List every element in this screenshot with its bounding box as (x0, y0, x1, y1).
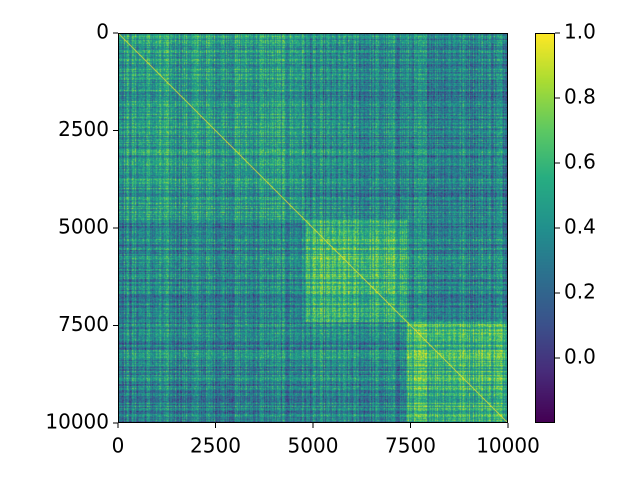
colorbar (535, 33, 555, 423)
colorbar-tick-label: 1.0 (564, 20, 596, 44)
heatmap-plot-area (118, 33, 508, 423)
colorbar-tick-label: 0.8 (564, 85, 596, 109)
y-axis-ticks: 0 2500 5000 7500 10000 (45, 20, 118, 434)
x-tick-label: 5000 (288, 434, 339, 458)
x-tick-label: 10000 (476, 434, 540, 458)
colorbar-tick-label: 0.0 (564, 345, 596, 369)
colorbar-ticks: 0.0 0.2 0.4 0.6 0.8 1.0 (555, 20, 596, 369)
y-tick-label: 2500 (58, 117, 109, 141)
x-tick-label: 7500 (385, 434, 436, 458)
y-tick-label: 5000 (58, 215, 109, 239)
y-tick-label: 10000 (45, 410, 109, 434)
x-axis-ticks: 0 2500 5000 7500 10000 (112, 423, 540, 458)
heatmap-image (118, 33, 508, 423)
colorbar-tick-label: 0.4 (564, 215, 596, 239)
x-tick-label: 0 (112, 434, 125, 458)
x-tick-label: 2500 (190, 434, 241, 458)
colorbar-tick-label: 0.2 (564, 280, 596, 304)
y-tick-label: 7500 (58, 312, 109, 336)
y-tick-label: 0 (96, 20, 109, 44)
colorbar-tick-label: 0.6 (564, 150, 596, 174)
